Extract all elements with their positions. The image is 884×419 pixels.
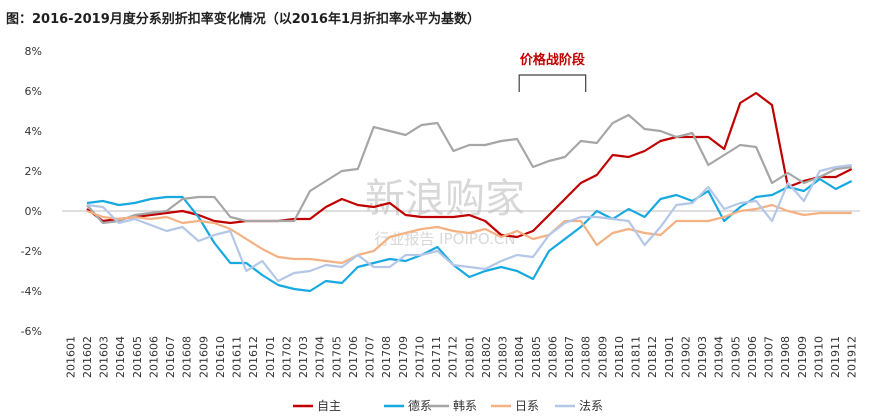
x-tick-label: 201905 <box>729 336 742 378</box>
x-tick-label: 201911 <box>829 336 842 378</box>
x-tick-label: 201910 <box>812 336 825 378</box>
x-tick-label: 201803 <box>497 336 510 378</box>
x-tick-label: 201707 <box>364 336 377 378</box>
x-tick-label: 201607 <box>164 336 177 378</box>
x-tick-label: 201808 <box>580 336 593 378</box>
legend-label: 德系 <box>408 398 432 413</box>
x-tick-label: 201901 <box>663 336 676 378</box>
x-tick-label: 201810 <box>613 336 626 378</box>
x-tick-label: 201703 <box>297 336 310 378</box>
legend: 自主 德系 韩系 日系 法系 <box>293 398 603 413</box>
price-war-annotation: 价格战阶段 <box>518 52 587 92</box>
x-tick-label: 201604 <box>114 336 127 378</box>
x-tick-label: 201709 <box>397 336 410 378</box>
watermark-sub: 行业报告 IPOIPO.CN <box>374 230 515 248</box>
x-tick-label: 201809 <box>596 336 609 378</box>
legend-item: 自主 <box>293 399 341 413</box>
x-tick-label: 201801 <box>463 336 476 378</box>
series-line-自主 <box>86 91 853 239</box>
x-tick-label: 201704 <box>314 336 327 378</box>
x-tick-label: 201912 <box>846 336 859 378</box>
x-tick-label: 201804 <box>513 336 526 378</box>
legend-item: 德系 <box>384 398 432 413</box>
x-tick-label: 201710 <box>413 336 426 378</box>
watermark: 新浪购家 行业报告 IPOIPO.CN <box>365 176 525 248</box>
x-tick-label: 201601 <box>64 336 77 378</box>
series-line-德系 <box>86 177 853 293</box>
x-tick-label: 201806 <box>546 336 559 378</box>
x-tick-label: 201708 <box>380 336 393 378</box>
x-tick-label: 201904 <box>713 336 726 378</box>
legend-label: 韩系 <box>453 398 477 413</box>
x-tick-label: 201805 <box>530 336 543 378</box>
x-tick-label: 201811 <box>630 336 643 378</box>
y-axis-ticks: 8% 6% 4% 2% 0% -2% -4% -6% <box>21 45 42 338</box>
x-tick-label: 201902 <box>679 336 692 378</box>
chart-title: 图：2016-2019月度分系别折扣率变化情况（以2016年1月折扣率水平为基数… <box>6 12 480 27</box>
series-line-日系 <box>86 203 852 265</box>
x-tick-label: 201906 <box>746 336 759 378</box>
x-tick-label: 201606 <box>147 336 160 378</box>
x-tick-label: 201807 <box>563 336 576 378</box>
x-tick-label: 201711 <box>430 336 443 378</box>
series-line-法系 <box>86 163 852 283</box>
y-tick-label: -4% <box>21 285 42 298</box>
watermark-main: 新浪购家 <box>365 176 525 222</box>
x-tick-label: 201903 <box>696 336 709 378</box>
y-tick-label: -6% <box>21 325 42 338</box>
y-tick-label: 4% <box>25 125 42 138</box>
x-tick-label: 201702 <box>280 336 293 378</box>
x-tick-label: 201907 <box>763 336 776 378</box>
legend-item: 韩系 <box>429 398 477 413</box>
x-tick-label: 201603 <box>98 336 111 378</box>
x-tick-label: 201701 <box>264 336 277 378</box>
x-tick-label: 201611 <box>231 336 244 378</box>
x-tick-label: 201712 <box>447 336 460 378</box>
x-tick-label: 201812 <box>646 336 659 378</box>
x-tick-label: 201612 <box>247 336 260 378</box>
legend-label: 自主 <box>317 399 341 413</box>
x-tick-label: 201605 <box>131 336 144 378</box>
x-tick-label: 201909 <box>796 336 809 378</box>
x-tick-label: 201608 <box>181 336 194 378</box>
x-tick-label: 201602 <box>81 336 94 378</box>
y-tick-label: 6% <box>25 85 42 98</box>
y-tick-label: 0% <box>25 205 42 218</box>
x-tick-label: 201705 <box>330 336 343 378</box>
y-tick-label: -2% <box>21 245 42 258</box>
x-axis-ticks: 201601 201602 201603 201604 201605 201606 2016… <box>64 336 858 378</box>
series-line-韩系 <box>86 113 852 225</box>
x-tick-label: 201802 <box>480 336 493 378</box>
y-tick-label: 2% <box>25 165 42 178</box>
x-tick-label: 201908 <box>779 336 792 378</box>
legend-item: 日系 <box>491 399 539 413</box>
annotation-bracket <box>518 74 587 92</box>
legend-item: 法系 <box>555 399 603 413</box>
x-tick-label: 201610 <box>214 336 227 378</box>
legend-label: 日系 <box>515 399 539 413</box>
legend-label: 法系 <box>579 399 603 413</box>
annotation-label: 价格战阶段 <box>520 52 585 68</box>
series-lines <box>86 91 853 293</box>
y-tick-label: 8% <box>25 45 42 58</box>
x-tick-label: 201706 <box>347 336 360 378</box>
x-tick-label: 201609 <box>197 336 210 378</box>
